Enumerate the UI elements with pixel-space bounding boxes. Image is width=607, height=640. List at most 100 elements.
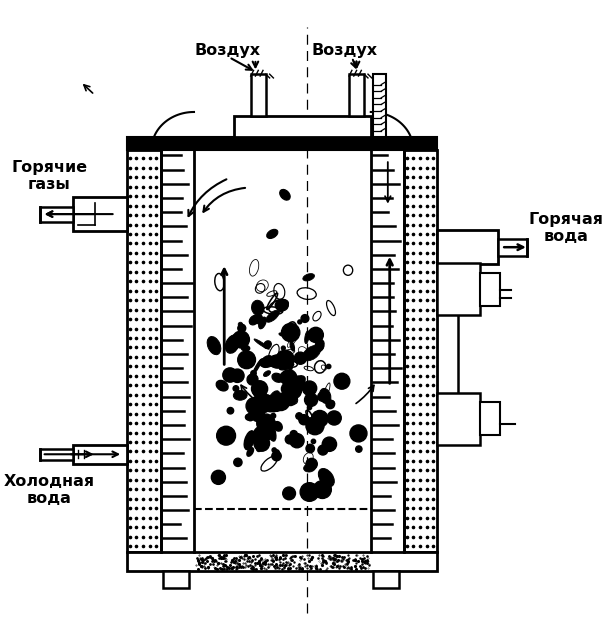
- Ellipse shape: [251, 300, 264, 316]
- Circle shape: [322, 437, 336, 451]
- Bar: [373, 74, 386, 136]
- Circle shape: [227, 408, 234, 414]
- Bar: [437, 393, 480, 445]
- Circle shape: [282, 323, 300, 342]
- Ellipse shape: [305, 331, 309, 344]
- Bar: [480, 273, 500, 306]
- Ellipse shape: [269, 355, 287, 368]
- Circle shape: [281, 370, 297, 385]
- Ellipse shape: [238, 322, 243, 327]
- Ellipse shape: [259, 358, 275, 367]
- Ellipse shape: [279, 333, 287, 337]
- Circle shape: [263, 400, 272, 408]
- Circle shape: [311, 439, 316, 444]
- Bar: [73, 445, 127, 464]
- Bar: [127, 136, 437, 150]
- Circle shape: [283, 487, 296, 500]
- Circle shape: [293, 387, 297, 392]
- Circle shape: [232, 331, 249, 348]
- Circle shape: [286, 383, 302, 399]
- Circle shape: [306, 417, 324, 435]
- Ellipse shape: [263, 371, 271, 376]
- Circle shape: [217, 426, 236, 445]
- Ellipse shape: [259, 317, 266, 329]
- Circle shape: [257, 317, 263, 324]
- Ellipse shape: [287, 328, 293, 337]
- Ellipse shape: [318, 468, 334, 487]
- Circle shape: [356, 446, 362, 452]
- Ellipse shape: [253, 359, 262, 374]
- Circle shape: [308, 327, 324, 342]
- Circle shape: [257, 414, 275, 433]
- Circle shape: [251, 381, 268, 397]
- Ellipse shape: [280, 371, 292, 384]
- Circle shape: [245, 414, 251, 420]
- Text: Горячие
газы: Горячие газы: [12, 160, 87, 193]
- Circle shape: [290, 433, 304, 448]
- Circle shape: [233, 386, 239, 391]
- Bar: [498, 239, 527, 256]
- Circle shape: [316, 342, 324, 350]
- Circle shape: [293, 440, 297, 444]
- Circle shape: [350, 425, 367, 442]
- Bar: [349, 74, 364, 116]
- Ellipse shape: [244, 431, 254, 449]
- Circle shape: [302, 381, 317, 396]
- Ellipse shape: [315, 340, 324, 352]
- Circle shape: [329, 401, 334, 406]
- Circle shape: [313, 481, 331, 499]
- Bar: [40, 207, 73, 221]
- Circle shape: [211, 470, 225, 484]
- Circle shape: [272, 393, 290, 410]
- Circle shape: [257, 395, 274, 412]
- Circle shape: [282, 346, 285, 350]
- Ellipse shape: [303, 273, 314, 281]
- Circle shape: [231, 369, 244, 383]
- Circle shape: [327, 364, 331, 369]
- Bar: [373, 571, 399, 588]
- Bar: [404, 150, 437, 552]
- Bar: [127, 552, 437, 571]
- Circle shape: [274, 450, 279, 456]
- Circle shape: [254, 436, 270, 451]
- Ellipse shape: [261, 356, 273, 367]
- Circle shape: [223, 368, 237, 382]
- Circle shape: [317, 392, 327, 401]
- Circle shape: [271, 413, 276, 419]
- Circle shape: [272, 451, 281, 461]
- Circle shape: [296, 413, 302, 419]
- Circle shape: [311, 410, 328, 427]
- Bar: [163, 571, 189, 588]
- Circle shape: [290, 431, 297, 438]
- Bar: [40, 449, 73, 460]
- Circle shape: [272, 448, 276, 452]
- Ellipse shape: [242, 346, 249, 351]
- Circle shape: [327, 411, 341, 425]
- Bar: [437, 230, 498, 264]
- Circle shape: [270, 403, 278, 412]
- Ellipse shape: [279, 363, 294, 370]
- Ellipse shape: [266, 229, 278, 239]
- Ellipse shape: [254, 388, 262, 397]
- Circle shape: [238, 324, 246, 332]
- Circle shape: [305, 394, 317, 406]
- Circle shape: [301, 315, 309, 323]
- Ellipse shape: [259, 401, 270, 413]
- Text: Воздух: Воздух: [311, 43, 378, 58]
- Bar: [234, 116, 371, 136]
- Ellipse shape: [287, 376, 305, 391]
- Circle shape: [246, 397, 263, 415]
- Ellipse shape: [304, 463, 316, 472]
- Bar: [437, 263, 480, 316]
- Text: Воздух: Воздух: [194, 43, 260, 58]
- Circle shape: [285, 435, 294, 444]
- Ellipse shape: [284, 386, 302, 397]
- Circle shape: [276, 350, 294, 368]
- Bar: [73, 197, 127, 231]
- Ellipse shape: [268, 391, 280, 408]
- Circle shape: [282, 383, 294, 396]
- Circle shape: [318, 445, 328, 455]
- Bar: [251, 74, 266, 116]
- Ellipse shape: [275, 300, 288, 311]
- Ellipse shape: [249, 316, 259, 325]
